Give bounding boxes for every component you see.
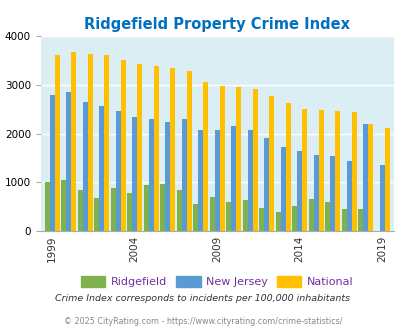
Bar: [296, 151, 301, 231]
Bar: [45, 182, 49, 231]
Bar: [61, 180, 66, 231]
Bar: [280, 147, 285, 231]
Bar: [193, 204, 198, 231]
Bar: [87, 54, 92, 231]
Bar: [127, 193, 132, 231]
Bar: [301, 109, 307, 231]
Bar: [335, 111, 339, 231]
Bar: [170, 68, 175, 231]
Bar: [202, 82, 208, 231]
Text: Crime Index corresponds to incidents per 100,000 inhabitants: Crime Index corresponds to incidents per…: [55, 294, 350, 303]
Bar: [115, 111, 120, 231]
Bar: [160, 184, 165, 231]
Bar: [132, 116, 137, 231]
Title: Ridgefield Property Crime Index: Ridgefield Property Crime Index: [84, 17, 350, 32]
Bar: [148, 118, 153, 231]
Bar: [226, 202, 231, 231]
Bar: [165, 122, 170, 231]
Bar: [55, 55, 60, 231]
Bar: [209, 197, 214, 231]
Bar: [264, 138, 269, 231]
Bar: [137, 64, 142, 231]
Bar: [379, 165, 384, 231]
Bar: [99, 106, 104, 231]
Bar: [318, 110, 323, 231]
Bar: [71, 52, 76, 231]
Bar: [111, 188, 115, 231]
Bar: [285, 104, 290, 231]
Bar: [219, 86, 224, 231]
Text: © 2025 CityRating.com - https://www.cityrating.com/crime-statistics/: © 2025 CityRating.com - https://www.city…: [64, 317, 341, 326]
Bar: [143, 185, 148, 231]
Bar: [83, 102, 87, 231]
Bar: [346, 161, 351, 231]
Bar: [367, 124, 372, 231]
Bar: [94, 198, 99, 231]
Bar: [231, 126, 236, 231]
Bar: [275, 212, 280, 231]
Bar: [247, 130, 252, 231]
Bar: [259, 208, 264, 231]
Bar: [77, 190, 83, 231]
Bar: [329, 155, 335, 231]
Legend: Ridgefield, New Jersey, National: Ridgefield, New Jersey, National: [76, 272, 357, 292]
Bar: [242, 200, 247, 231]
Bar: [236, 87, 241, 231]
Bar: [292, 206, 296, 231]
Bar: [252, 89, 257, 231]
Bar: [308, 199, 313, 231]
Bar: [313, 155, 318, 231]
Bar: [269, 96, 273, 231]
Bar: [181, 118, 186, 231]
Bar: [176, 190, 181, 231]
Bar: [153, 66, 158, 231]
Bar: [120, 60, 125, 231]
Bar: [66, 92, 71, 231]
Bar: [49, 95, 55, 231]
Bar: [104, 55, 109, 231]
Bar: [324, 202, 329, 231]
Bar: [214, 130, 219, 231]
Bar: [351, 112, 356, 231]
Bar: [384, 128, 389, 231]
Bar: [362, 124, 367, 231]
Bar: [186, 71, 191, 231]
Bar: [341, 209, 346, 231]
Bar: [358, 209, 362, 231]
Bar: [198, 130, 202, 231]
